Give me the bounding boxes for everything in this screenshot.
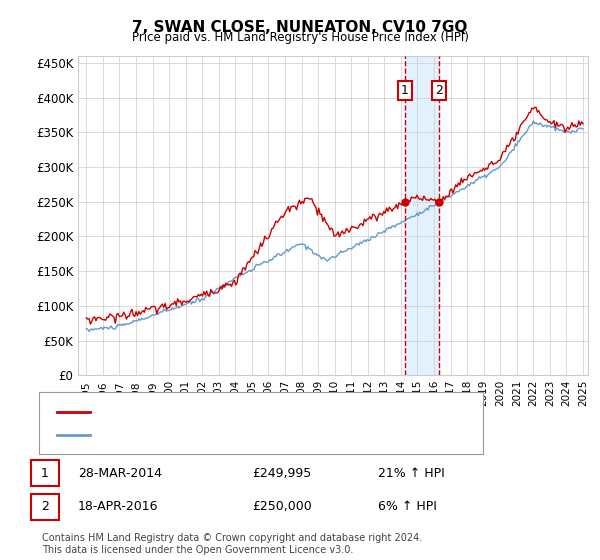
Text: £250,000: £250,000 — [252, 500, 312, 514]
Text: 21% ↑ HPI: 21% ↑ HPI — [378, 466, 445, 480]
Text: 28-MAR-2014: 28-MAR-2014 — [78, 466, 162, 480]
Text: 2: 2 — [435, 84, 443, 97]
Text: 7, SWAN CLOSE, NUNEATON, CV10 7GQ: 7, SWAN CLOSE, NUNEATON, CV10 7GQ — [133, 20, 467, 35]
Text: 1: 1 — [401, 84, 409, 97]
Text: 2: 2 — [41, 500, 49, 514]
Text: 6% ↑ HPI: 6% ↑ HPI — [378, 500, 437, 514]
Text: 7, SWAN CLOSE, NUNEATON, CV10 7GQ (detached house): 7, SWAN CLOSE, NUNEATON, CV10 7GQ (detac… — [99, 407, 422, 417]
Text: Contains HM Land Registry data © Crown copyright and database right 2024.
This d: Contains HM Land Registry data © Crown c… — [42, 533, 422, 555]
Text: £249,995: £249,995 — [252, 466, 311, 480]
Text: 18-APR-2016: 18-APR-2016 — [78, 500, 158, 514]
Text: HPI: Average price, detached house, Nuneaton and Bedworth: HPI: Average price, detached house, Nune… — [99, 430, 442, 440]
Text: 1: 1 — [41, 466, 49, 480]
Bar — [404, 56, 439, 375]
Text: Price paid vs. HM Land Registry's House Price Index (HPI): Price paid vs. HM Land Registry's House … — [131, 31, 469, 44]
